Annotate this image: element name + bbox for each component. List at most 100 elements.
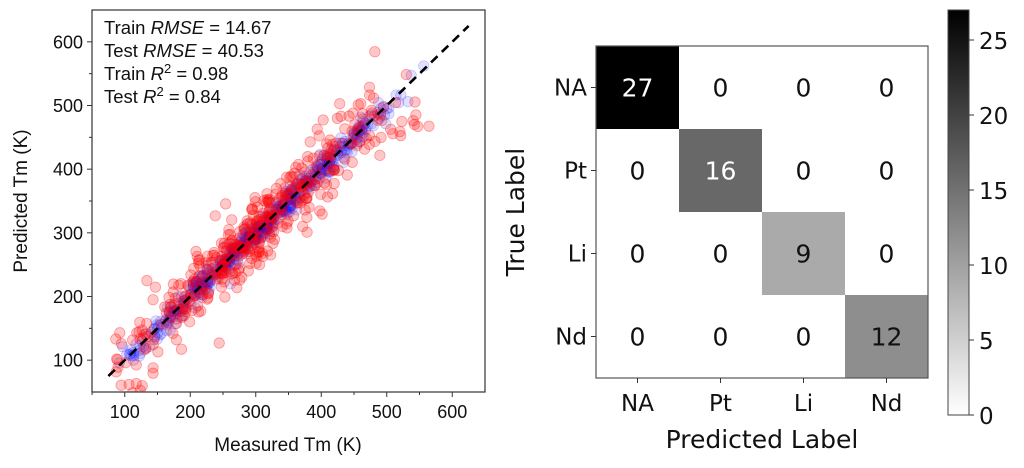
data-point [265,249,277,261]
data-point [369,46,381,58]
colorbar-tick-label: 10 [979,254,1008,280]
data-point [259,227,271,239]
data-point [134,384,146,392]
data-point [243,245,255,258]
data-point [307,163,319,175]
annotation-line: Test R2 = 0.84 [104,84,221,107]
y-tick-label: 600 [53,32,83,52]
data-point [267,217,280,229]
data-point [286,202,298,215]
data-point [237,237,250,249]
data-point [324,134,336,146]
data-point [256,228,268,241]
data-point [320,178,333,191]
data-point [190,245,202,258]
data-point [374,149,386,161]
data-point [136,335,148,347]
data-point [311,170,323,182]
data-point [304,176,316,189]
data-point [375,131,387,144]
matrix-cell-value: 0 [713,323,729,352]
data-point [261,188,273,200]
data-point [332,164,345,177]
matrix-cell [679,46,762,129]
matrix-cell-value: 16 [705,157,737,186]
data-point [280,186,292,198]
data-point [202,292,214,304]
data-point [165,301,177,313]
data-point [276,208,288,221]
data-point [423,120,435,132]
data-point [151,333,163,345]
data-point [258,222,270,234]
data-point [277,198,289,210]
data-point [400,68,412,81]
data-point [335,110,347,122]
data-point [251,218,263,230]
data-point [332,149,344,161]
data-point [115,379,127,391]
data-point [334,137,346,149]
data-point [250,257,262,269]
data-point [348,127,361,140]
data-point [257,230,269,242]
data-point [239,223,251,235]
data-point [244,257,256,270]
data-point [279,205,291,217]
data-point [245,228,258,241]
data-point [301,192,313,204]
data-point [147,362,159,374]
data-point [248,236,260,248]
data-point [337,151,350,164]
data-point [228,238,241,250]
data-point [262,206,275,218]
data-point [186,304,198,317]
data-point [302,155,314,167]
data-point [210,251,223,264]
data-point [292,178,305,190]
data-point [335,147,347,159]
data-point [180,297,192,309]
data-point [114,327,126,339]
data-point [281,171,293,183]
data-point [291,177,303,189]
data-point [187,290,199,303]
data-point [175,278,187,290]
scatter-x-axis: 100 200 300 400 500 600 [91,392,467,422]
data-point [279,182,291,194]
data-point [409,96,421,108]
data-point [242,218,254,230]
matrix-cell-value: 9 [796,240,812,269]
matrix-cell [762,295,845,378]
data-point [331,112,343,124]
data-point [110,333,122,345]
matrix-cell-value: 0 [713,240,729,269]
data-point [152,346,164,358]
data-point [253,210,265,223]
data-point [321,155,333,167]
data-point [193,271,205,283]
data-point [197,270,209,282]
data-point [408,118,421,131]
data-point [251,250,263,262]
data-point [368,92,380,104]
data-point [294,187,306,199]
data-point [263,204,275,217]
data-point [325,165,337,177]
data-point [242,265,254,277]
annotation-line: Train RMSE = 14.67 [104,17,271,38]
confusion-y-axis-label: True Label [501,148,530,278]
data-point [226,234,238,246]
data-point [280,188,292,200]
data-point [273,193,285,205]
data-point [267,220,279,232]
data-point [185,298,197,310]
matrix-cell [845,212,928,295]
colorbar-tick-label: 20 [979,104,1008,130]
data-point [207,250,219,262]
data-point [285,170,297,182]
data-point [188,262,200,274]
data-point [249,225,261,237]
data-point [217,261,229,273]
